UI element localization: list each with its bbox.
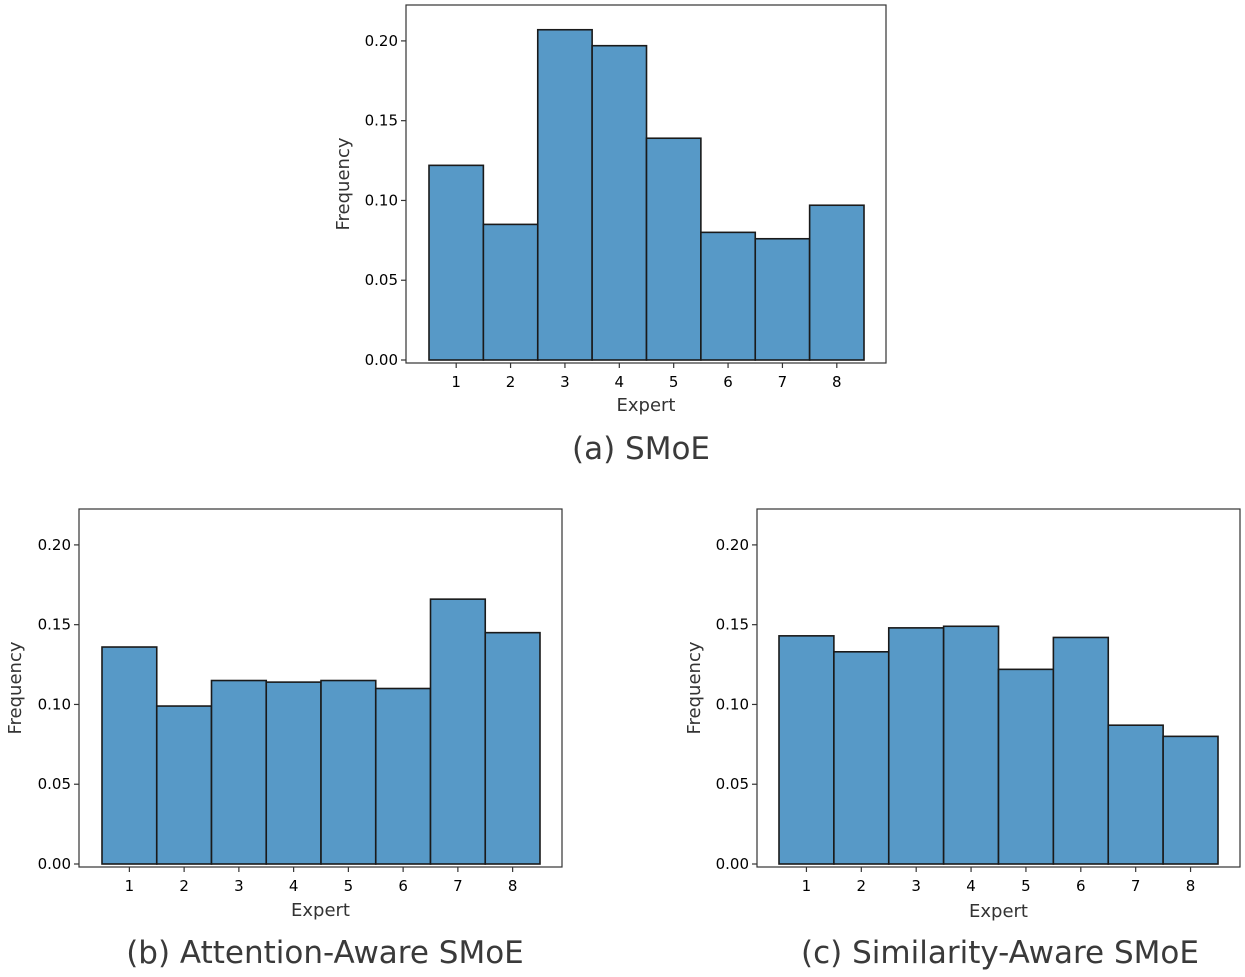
- y-tick-label: 0.05: [716, 775, 749, 793]
- x-tick-label: 2: [857, 877, 867, 895]
- bar-expert-3: [887, 627, 945, 865]
- bar-expert-4: [942, 625, 1000, 865]
- bar-expert-6: [374, 687, 432, 865]
- axes-frame: [405, 4, 887, 364]
- bar-expert-1: [428, 164, 485, 361]
- bar-expert-6: [1052, 636, 1110, 865]
- chart-panel-1: 0.00 0.05 0.10 0.15 0.20 1 2 3 4 5 6 7 8 Expert Freque…: [333, 4, 887, 467]
- y-tick-label: 0.20: [38, 536, 71, 554]
- axes-frame: [756, 508, 1241, 868]
- bar-expert-7: [429, 598, 487, 865]
- chart-caption: (b) Attention-Aware SMoE: [126, 935, 524, 971]
- bar-expert-2: [155, 705, 213, 865]
- x-tick-label: 7: [1131, 877, 1141, 895]
- y-tick-label: 0.05: [38, 775, 71, 793]
- x-tick-label: 3: [560, 373, 570, 391]
- x-tick-label: 5: [1021, 877, 1031, 895]
- x-tick-label: 8: [1186, 877, 1196, 895]
- x-tick-label: 5: [344, 877, 354, 895]
- y-axis-title: Frequency: [333, 137, 354, 230]
- x-tick-label: 7: [778, 373, 788, 391]
- chart-caption: (c) Similarity-Aware SMoE: [801, 935, 1199, 971]
- x-axis-title: Expert: [291, 900, 350, 921]
- bar-expert-3: [536, 28, 593, 361]
- bar-expert-5: [645, 137, 702, 361]
- x-axis-title: Expert: [617, 395, 676, 416]
- y-tick-label: 0.00: [365, 351, 398, 369]
- x-tick-label: 1: [125, 877, 135, 895]
- y-tick-label: 0.15: [365, 112, 398, 130]
- chart-caption: (a) SMoE: [572, 431, 710, 467]
- y-tick-label: 0.05: [365, 271, 398, 289]
- bar-expert-1: [778, 635, 835, 865]
- y-tick-label: 0.15: [716, 616, 749, 634]
- x-tick-label: 3: [234, 877, 244, 895]
- x-tick-label: 7: [453, 877, 463, 895]
- x-axis-title: Expert: [969, 901, 1028, 922]
- x-tick-label: 3: [911, 877, 921, 895]
- bar-expert-5: [997, 668, 1055, 865]
- chart-panel-2: 0.00 0.05 0.10 0.15 0.20 1 2 3 4 5 6 7 8 Expert Freque…: [5, 508, 563, 971]
- x-tick-label: 4: [966, 877, 976, 895]
- y-tick-label: 0.10: [365, 191, 398, 209]
- x-tick-label: 5: [669, 373, 679, 391]
- bar-expert-4: [265, 681, 322, 865]
- x-tick-label: 1: [451, 373, 461, 391]
- bar-expert-6: [700, 231, 757, 361]
- bar-expert-1: [101, 646, 158, 865]
- y-axis-title: Frequency: [5, 641, 26, 734]
- bar-expert-7: [754, 237, 811, 361]
- bar-expert-8: [484, 631, 541, 865]
- bar-expert-2: [833, 650, 890, 865]
- bar-expert-2: [482, 223, 539, 361]
- y-tick-label: 0.00: [716, 855, 749, 873]
- y-tick-label: 0.15: [38, 616, 71, 634]
- y-axis-title: Frequency: [684, 641, 705, 734]
- x-tick-label: 6: [398, 877, 408, 895]
- x-tick-label: 1: [802, 877, 812, 895]
- y-tick-label: 0.20: [716, 536, 749, 554]
- x-tick-label: 4: [615, 373, 625, 391]
- bar-expert-7: [1107, 724, 1164, 865]
- y-tick-label: 0.00: [38, 855, 71, 873]
- x-tick-label: 2: [179, 877, 189, 895]
- chart-panel-3: 0.00 0.05 0.10 0.15 0.20 1 2 3 4 5 6 7 8 Expert Freque…: [684, 508, 1241, 971]
- bar-expert-4: [591, 44, 648, 361]
- x-tick-label: 8: [832, 373, 842, 391]
- x-tick-label: 8: [508, 877, 518, 895]
- axes-frame: [78, 508, 563, 868]
- bar-expert-3: [210, 679, 268, 865]
- bar-expert-5: [320, 679, 377, 865]
- y-tick-label: 0.10: [716, 695, 749, 713]
- bar-expert-8: [1162, 735, 1219, 865]
- x-tick-label: 2: [506, 373, 516, 391]
- x-tick-label: 4: [289, 877, 299, 895]
- bar-expert-8: [808, 204, 865, 361]
- y-tick-label: 0.20: [365, 32, 398, 50]
- y-tick-label: 0.10: [38, 695, 71, 713]
- x-tick-label: 6: [1076, 877, 1086, 895]
- x-tick-label: 6: [723, 373, 733, 391]
